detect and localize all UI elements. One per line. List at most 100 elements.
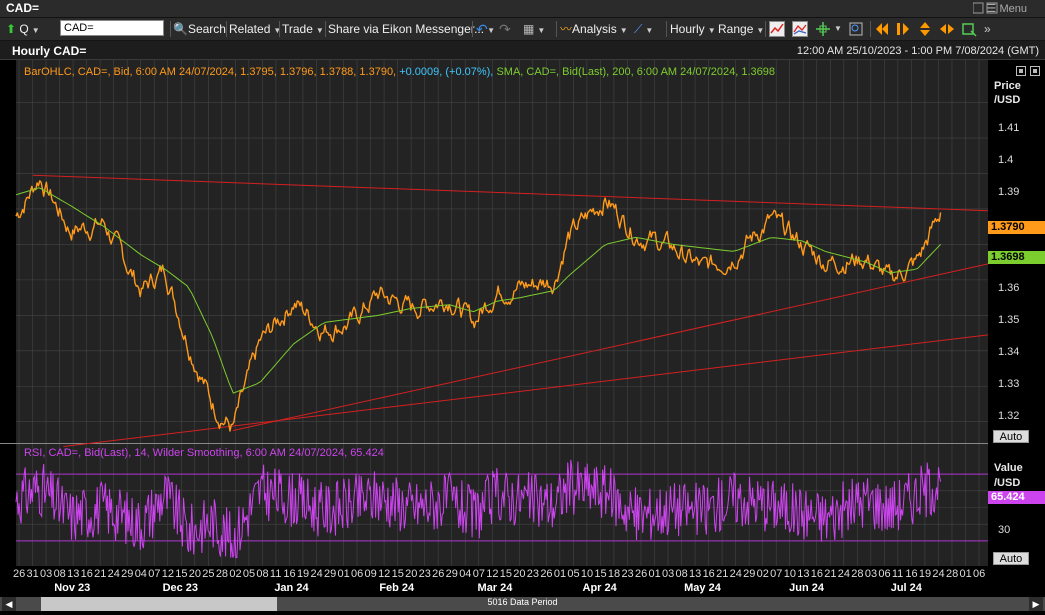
x-tick-label: 29 (743, 568, 756, 580)
y-tick-label: 1.33 (998, 378, 1020, 390)
x-tick-label: 13 (67, 568, 80, 580)
scroll-left-icon[interactable] (874, 21, 890, 37)
time-scroll-thumb[interactable] (41, 597, 277, 611)
trendlines[interactable] (32, 174, 989, 448)
grid (0, 60, 988, 566)
rsi-tick-30: 30 (998, 524, 1011, 536)
ric-selector[interactable]: ⬆ Q ▼ (6, 21, 40, 37)
analysis-label: Analysis (572, 22, 617, 36)
x-tick-label: 07 (148, 568, 161, 580)
line-chart-icon[interactable] (769, 21, 785, 37)
menu-label: Menu (999, 3, 1027, 15)
x-tick-label: 28 (851, 568, 864, 580)
x-tick-label: 23 (418, 568, 431, 580)
x-tick-label: 19 (296, 568, 310, 580)
price-auto-button[interactable]: Auto (993, 430, 1029, 443)
x-tick-label: 08 (53, 568, 66, 580)
x-tick-label: 24 (837, 568, 851, 580)
x-tick-label: 13 (689, 568, 702, 580)
last-price-badge: 1.3790 (988, 221, 1045, 234)
x-tick-label: 08 (675, 568, 688, 580)
series (15, 180, 942, 559)
x-tick-label: 16 (810, 568, 823, 580)
value-axis-strip (988, 60, 1045, 566)
ric-input[interactable] (60, 20, 164, 36)
x-tick-label: 23 (621, 568, 634, 580)
x-month-label: Jun 24 (789, 582, 824, 594)
analysis-icon: 〰 (560, 22, 573, 36)
x-tick-label: 24 (107, 568, 120, 580)
analysis-menu[interactable]: 〰Analysis ▼ (560, 21, 628, 37)
interval-menu[interactable]: Hourly ▼ (670, 21, 716, 37)
x-tick-label: 06 (351, 568, 364, 580)
x-tick-label: 25 (202, 568, 215, 580)
trendline[interactable] (232, 263, 989, 432)
panel-maximize-icon[interactable] (1030, 66, 1040, 76)
range-menu[interactable]: Range ▼ (718, 21, 764, 37)
trade-label: Trade (282, 22, 313, 36)
interval-label: Hourly (670, 22, 705, 36)
chevron-down-icon[interactable]: ▼ (834, 24, 842, 33)
x-tick-label: 29 (323, 568, 337, 580)
related-menu[interactable]: Related ▼ (229, 21, 281, 37)
x-month-label: May 24 (684, 582, 721, 594)
x-month-label: Mar 24 (477, 582, 513, 594)
x-tick-label: 09 (364, 568, 377, 580)
q-label: Q (19, 22, 29, 36)
rsi-auto-button[interactable]: Auto (993, 552, 1029, 565)
chart-type-icon[interactable]: ▦ ▼ (523, 22, 546, 36)
x-tick-label: 18 (607, 568, 621, 580)
x-tick-label: 08 (256, 568, 269, 580)
sma-series-line (15, 187, 941, 394)
more-chevron-icon[interactable]: » (984, 22, 991, 36)
y-tick-label: 1.32 (998, 410, 1020, 422)
x-tick-label: 05 (567, 568, 580, 580)
x-tick-label: 01 (648, 568, 661, 580)
redo-icon[interactable]: ↷ (499, 21, 511, 37)
x-month-label: Jul 24 (890, 582, 922, 594)
x-month-label: Nov 23 (54, 582, 91, 594)
x-tick-label: 02 (756, 568, 769, 580)
undo-icon[interactable]: ↶ (476, 21, 488, 37)
price-series-line (15, 180, 942, 432)
zoom-vertical-icon[interactable] (917, 21, 933, 37)
zoom-horizontal-icon[interactable] (939, 21, 955, 37)
panel-restore-icon[interactable] (1016, 66, 1026, 76)
price-axis-title: Price (994, 80, 1021, 92)
search-icon: 🔍 (173, 22, 188, 36)
y-tick-label: 1.4 (998, 154, 1014, 166)
x-tick-label: 29 (445, 568, 458, 580)
scroll-right-arrow-icon[interactable]: ▶ (1029, 597, 1043, 611)
x-tick-label: 28 (215, 568, 229, 580)
y-tick-label: 1.41 (998, 122, 1020, 134)
share-menu[interactable]: Share via Eikon Messenger... ▼ (328, 21, 495, 37)
scroll-right-icon[interactable] (895, 21, 911, 37)
x-tick-label: 19 (918, 568, 932, 580)
range-label: Range (718, 22, 754, 36)
x-tick-label: 24 (310, 568, 323, 580)
compare-chart-icon[interactable] (792, 21, 808, 37)
x-tick-label: 04 (134, 568, 147, 580)
chevron-down-icon: ▼ (315, 26, 324, 35)
x-axis-months: Nov 23 Dec 23 Jan 24 Feb 24 Mar 24 Apr 24 May … (0, 582, 1045, 596)
x-tick-label: 03 (662, 568, 675, 580)
search-label: Search (187, 22, 226, 36)
crosshair-icon[interactable] (815, 21, 831, 37)
trade-menu[interactable]: Trade ▼ (282, 21, 324, 37)
export-icon[interactable] (961, 21, 977, 37)
drawing-tools-icon[interactable]: ⟋ ▼ (634, 22, 654, 36)
x-tick-label: 11 (269, 568, 282, 580)
x-tick-label: 28 (945, 568, 959, 580)
x-tick-label: 02 (229, 568, 242, 580)
zoom-icon[interactable] (848, 21, 864, 37)
share-label: Share via Eikon Messenger... (328, 22, 485, 36)
window-controls[interactable] (973, 2, 1028, 14)
search-button[interactable]: 🔍Search (173, 21, 226, 37)
x-month-label: Dec 23 (162, 582, 199, 594)
x-tick-label: 06 (973, 568, 986, 580)
menu-button[interactable]: ☰ Menu (986, 3, 1027, 15)
scroll-left-arrow-icon[interactable]: ◀ (2, 597, 16, 611)
trendline[interactable] (63, 334, 989, 448)
price-legend: BarOHLC, CAD=, Bid, 6:00 AM 24/07/2024, … (24, 66, 775, 78)
trendline[interactable] (32, 174, 989, 212)
